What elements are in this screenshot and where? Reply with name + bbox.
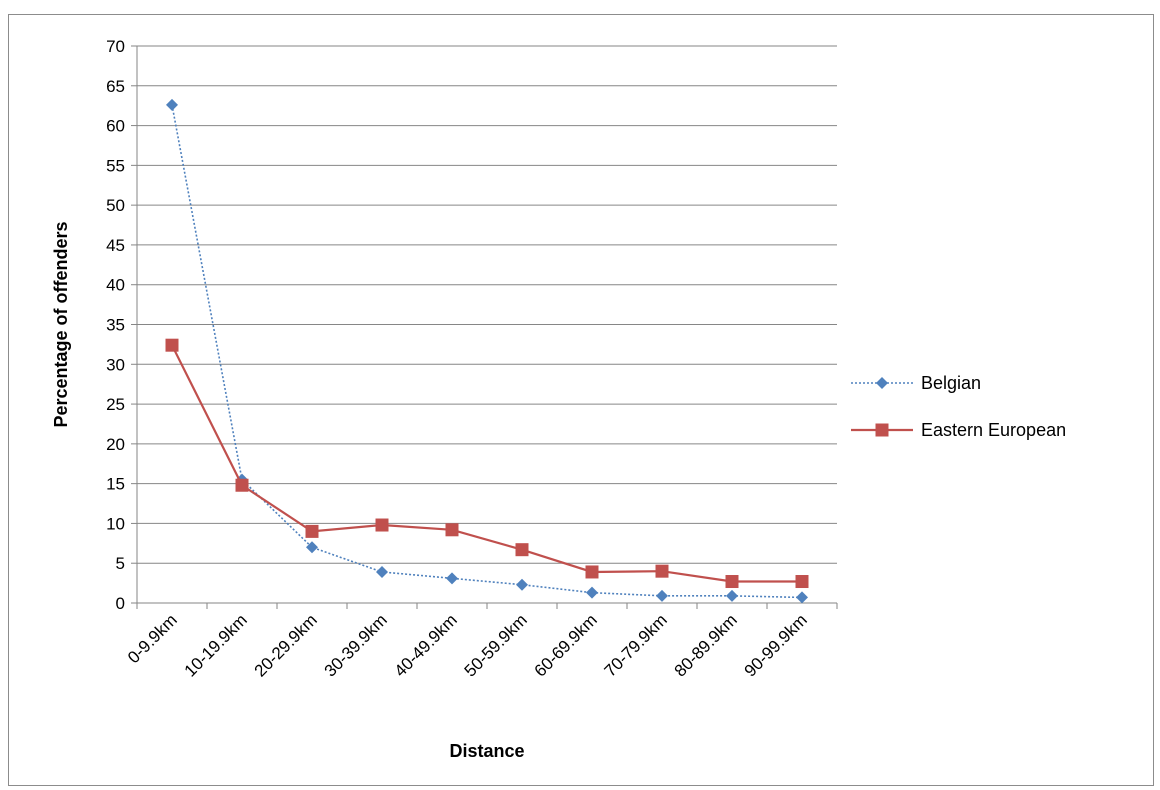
series-group (165, 98, 809, 604)
y-tick-label: 60 (106, 117, 125, 136)
x-tick-label: 30-39.9km (321, 610, 391, 680)
legend-label: Belgian (921, 373, 981, 393)
x-tick-label: 70-79.9km (601, 610, 671, 680)
y-tick-label: 50 (106, 196, 125, 215)
y-tick-label: 10 (106, 514, 125, 533)
data-point-marker (795, 575, 809, 589)
data-point-marker (235, 478, 249, 492)
legend-marker (876, 377, 888, 389)
data-point-marker (305, 524, 319, 538)
y-tick-label: 70 (106, 37, 125, 56)
data-point-marker (655, 564, 669, 578)
x-tick-label: 10-19.9km (181, 610, 251, 680)
gridlines (137, 45, 837, 564)
legend-label: Eastern European (921, 420, 1066, 440)
y-tick-label: 20 (106, 435, 125, 454)
y-tick-labels: 0 5 10 15 20 25 30 35 40 45 50 55 60 65 70 (106, 37, 125, 613)
y-tick-label: 40 (106, 276, 125, 295)
x-tick-labels: 0-9.9km 10-19.9km 20-29.9km 30-39.9km 40-49.… (124, 610, 811, 680)
data-point-marker (376, 565, 388, 578)
x-axis-title: Distance (449, 741, 524, 761)
axes (131, 45, 838, 609)
x-tick-label: 80-89.9km (671, 610, 741, 680)
legend-marker (875, 423, 889, 437)
series-line (171, 344, 802, 583)
legend-item: Eastern European (851, 420, 1066, 440)
y-tick-label: 45 (106, 236, 125, 255)
data-point-marker (375, 518, 389, 532)
data-point-marker (306, 541, 318, 554)
series-belgian (166, 98, 808, 604)
data-point-marker (726, 589, 738, 602)
legend-item: Belgian (851, 373, 981, 393)
data-point-marker (796, 591, 808, 604)
x-tick-label: 60-69.9km (531, 610, 601, 680)
y-tick-label: 65 (106, 77, 125, 96)
data-point-marker (585, 565, 599, 579)
legend: Belgian Eastern European (851, 373, 1066, 440)
x-tick-label: 0-9.9km (124, 610, 181, 667)
data-point-marker (446, 572, 458, 585)
data-point-marker (445, 523, 459, 537)
y-tick-label: 30 (106, 355, 125, 374)
y-tick-label: 5 (116, 554, 125, 573)
series-line (171, 104, 803, 599)
data-point-marker (515, 543, 529, 557)
x-tick-label: 40-49.9km (391, 610, 461, 680)
y-tick-label: 55 (106, 156, 125, 175)
data-point-marker (586, 586, 598, 599)
y-tick-label: 25 (106, 395, 125, 414)
y-tick-label: 15 (106, 475, 125, 494)
series-eastern-european (165, 338, 809, 589)
y-tick-label: 0 (116, 594, 125, 613)
data-point-marker (656, 589, 668, 602)
x-tick-label: 50-59.9km (461, 610, 531, 680)
y-axis-title: Percentage of offenders (51, 221, 71, 427)
y-tick-label: 35 (106, 316, 125, 335)
x-tick-label: 20-29.9km (251, 610, 321, 680)
data-point-marker (725, 575, 739, 589)
data-point-marker (165, 338, 179, 352)
x-tick-label: 90-99.9km (741, 610, 811, 680)
data-point-marker (516, 578, 528, 591)
data-point-marker (166, 98, 178, 111)
